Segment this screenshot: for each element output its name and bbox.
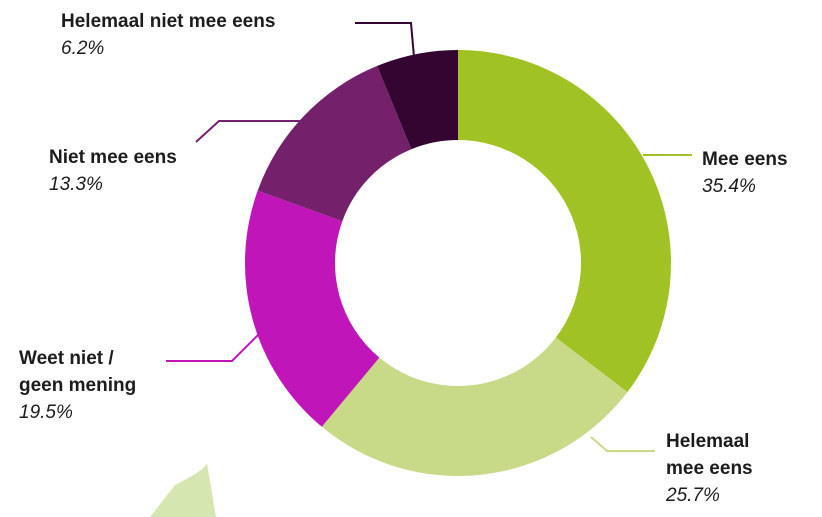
label-weet-niet: Weet niet / geen mening 19.5% bbox=[19, 345, 136, 426]
donut-slice-helemaal-niet-mee-eens bbox=[377, 50, 458, 150]
leader-weet-niet bbox=[166, 330, 263, 362]
label-mee-eens: Mee eens 35.4% bbox=[702, 146, 788, 200]
label-niet-mee-eens: Niet mee eens 13.3% bbox=[49, 144, 177, 198]
leader-helemaal-niet-mee-eens bbox=[355, 22, 415, 58]
label-helemaal-niet-mee-eens: Helemaal niet mee eens 6.2% bbox=[61, 8, 275, 62]
slice-value-mee-eens: 35.4% bbox=[702, 176, 756, 197]
slice-label-weet-niet-line2: geen mening bbox=[19, 375, 137, 396]
slice-value-niet-mee-eens: 13.3% bbox=[49, 174, 103, 195]
slice-value-helemaal-niet-mee-eens: 6.2% bbox=[61, 38, 105, 59]
donut-slice-niet-mee-eens bbox=[257, 65, 412, 222]
leader-helemaal-mee-eens bbox=[590, 436, 655, 452]
donut-slice-helemaal-mee-eens bbox=[321, 337, 628, 477]
leader-niet-mee-eens bbox=[195, 120, 305, 143]
donut-slice-weet-niet-geen-mening bbox=[244, 190, 380, 427]
slice-label-helemaal-mee-eens-line1: Helemaal bbox=[666, 431, 750, 452]
slice-label-helemaal-mee-eens-line2: mee eens bbox=[666, 458, 753, 479]
slice-label-weet-niet-line1: Weet niet / bbox=[19, 348, 114, 369]
slice-label-niet-mee-eens: Niet mee eens bbox=[49, 147, 177, 168]
slice-label-mee-eens: Mee eens bbox=[702, 149, 788, 170]
donut-slice-mee-eens bbox=[458, 50, 671, 393]
slice-label-helemaal-niet-mee-eens: Helemaal niet mee eens bbox=[61, 11, 276, 32]
slice-value-weet-niet: 19.5% bbox=[19, 402, 73, 423]
slice-value-helemaal-mee-eens: 25.7% bbox=[666, 485, 720, 506]
decorative-shape bbox=[150, 463, 216, 517]
label-helemaal-mee-eens: Helemaal mee eens 25.7% bbox=[666, 428, 753, 509]
